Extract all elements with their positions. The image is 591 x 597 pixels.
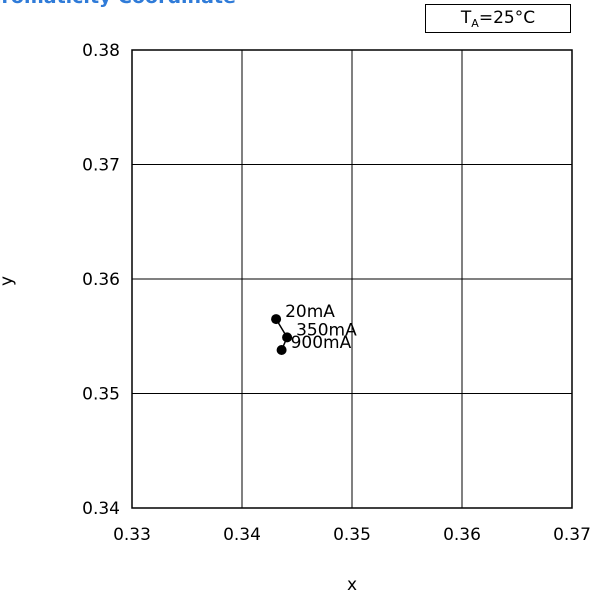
condition-box: TA=25°C: [425, 4, 571, 33]
condition-value: =25°C: [478, 8, 536, 28]
y-tick-label: 0.38: [82, 41, 120, 61]
y-tick-label: 0.35: [82, 385, 120, 405]
x-tick-label: 0.34: [223, 525, 261, 545]
x-tick-label: 0.33: [113, 525, 151, 545]
data-point: [282, 332, 293, 343]
y-tick-label: 0.37: [82, 156, 120, 176]
data-point-label: 20mA: [285, 302, 335, 322]
x-axis-label: x: [347, 575, 357, 595]
x-tick-label: 0.37: [553, 525, 591, 545]
plot-frame: [131, 49, 573, 509]
y-tick-label: 0.34: [82, 499, 120, 519]
x-tick-label: 0.35: [333, 525, 371, 545]
condition-symbol: T: [460, 8, 472, 28]
data-point: [271, 314, 282, 325]
chart-title: hromaticity Coordinate: [0, 0, 236, 8]
data-point: [276, 344, 287, 355]
y-axis-label: y: [0, 276, 17, 286]
y-tick-label: 0.36: [82, 270, 120, 290]
data-point-label: 900mA: [291, 333, 352, 353]
data-point-label: 350mA: [296, 320, 357, 340]
x-tick-label: 0.36: [443, 525, 481, 545]
condition-subscript: A: [471, 17, 479, 30]
